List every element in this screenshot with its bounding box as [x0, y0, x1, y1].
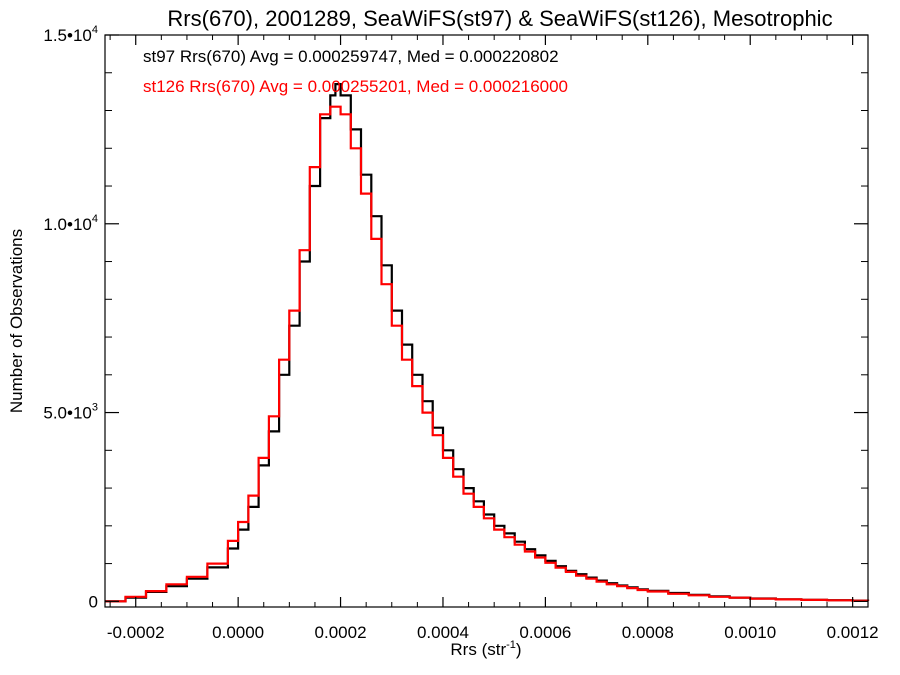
y-tick-label: 1.0•104 [43, 213, 98, 234]
chart-title: Rrs(670), 2001289, SeaWiFS(st97) & SeaWi… [167, 6, 832, 31]
x-tick-label: 0.0004 [417, 623, 469, 642]
y-tick-label: 5.0•103 [43, 402, 98, 423]
x-tick-label: 0.0006 [519, 623, 571, 642]
annotation-st97: st97 Rrs(670) Avg = 0.000259747, Med = 0… [143, 47, 559, 66]
x-tick-label: 0.0008 [622, 623, 674, 642]
x-tick-label: 0.0000 [212, 623, 264, 642]
x-tick-label: 0.0012 [827, 623, 879, 642]
x-axis-label-main: Rrs (str [450, 640, 506, 659]
series-line-st97 [105, 83, 870, 603]
y-tick-label: 1.5•104 [43, 24, 98, 45]
y-axis-label: Number of Observations [7, 229, 26, 413]
ticks-layer: -0.0002 0.0000 0.0002 0.0004 0.0006 0.0008 0.0… [43, 24, 878, 642]
x-tick-label: 0.0002 [315, 623, 367, 642]
x-tick-label: 0.0010 [724, 623, 776, 642]
plot-frame [104, 34, 869, 608]
y-tick-label: 0 [89, 592, 98, 611]
annotation-st126: st126 Rrs(670) Avg = 0.000255201, Med = … [143, 77, 568, 96]
x-axis-label-sup: -1 [506, 639, 516, 651]
series-line-st126 [105, 105, 870, 603]
x-axis-label: Rrs (str-1) [450, 639, 521, 659]
x-tick-label: -0.0002 [107, 623, 165, 642]
x-axis-label-close: ) [516, 640, 522, 659]
series-layer [105, 83, 870, 603]
